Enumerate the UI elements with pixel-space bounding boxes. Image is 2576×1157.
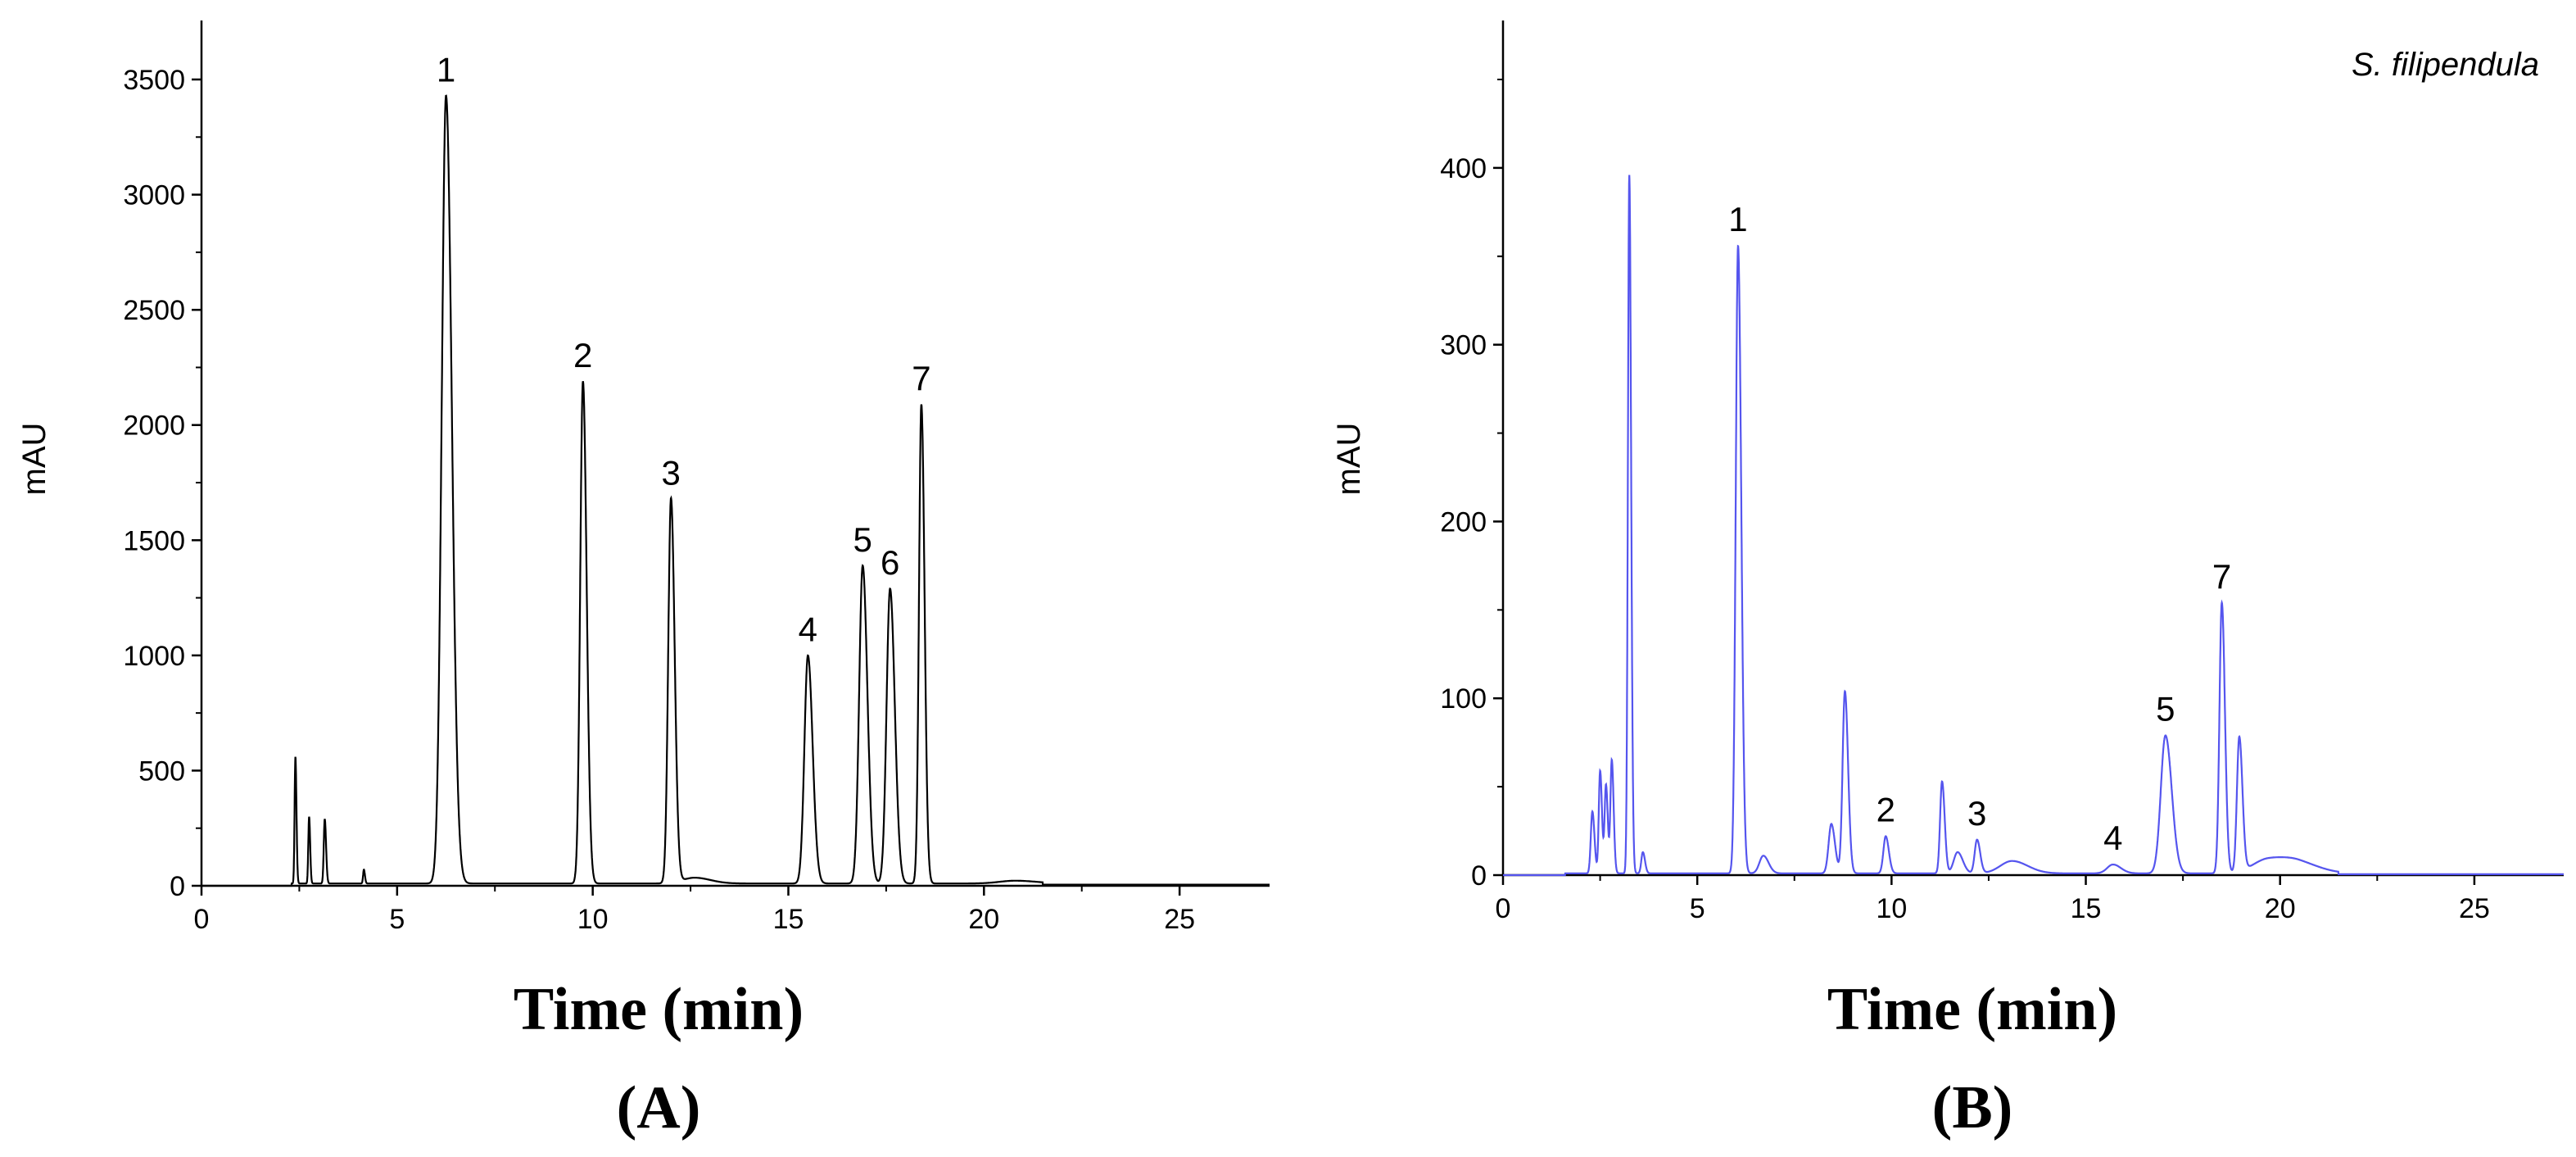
peak-label-2: 2	[1877, 791, 1895, 829]
y-tick-label: 0	[170, 871, 185, 902]
y-tick-label: 3000	[123, 180, 185, 211]
peak-label-1: 1	[437, 50, 455, 88]
x-tick-label: 25	[1164, 904, 1195, 935]
peak-label-7: 7	[2212, 557, 2231, 596]
peak-label-7: 7	[912, 359, 930, 397]
x-tick-label: 15	[773, 904, 804, 935]
panel-a-y-axis-label: mAU	[16, 423, 52, 496]
x-tick-label: 0	[1496, 893, 1511, 924]
panel-b-x-axis-label: Time (min)	[1827, 976, 2117, 1043]
peak-label-3: 3	[1967, 794, 1986, 833]
x-tick-label: 10	[577, 904, 609, 935]
peak-label-3: 3	[662, 453, 681, 492]
x-tick-label: 15	[2071, 893, 2102, 924]
x-tick-label: 10	[1876, 893, 1907, 924]
y-tick-label: 1500	[123, 525, 185, 556]
panel-a-label: (A)	[617, 1074, 701, 1141]
peak-label-5: 5	[853, 520, 872, 559]
y-tick-label: 400	[1440, 153, 1487, 184]
peak-label-2: 2	[573, 336, 592, 374]
y-tick-label: 1000	[123, 641, 185, 672]
peak-label-4: 4	[2103, 819, 2122, 857]
panel-b-label: (B)	[1932, 1074, 2013, 1141]
panel-b-species-annotation: S. filipendula	[2352, 47, 2539, 83]
x-tick-label: 20	[968, 904, 999, 935]
x-tick-label: 20	[2265, 893, 2296, 924]
panel-b-chromatogram-trace	[1503, 175, 2564, 877]
x-tick-label: 5	[389, 904, 405, 935]
y-tick-label: 200	[1440, 506, 1487, 538]
panel-a-x-axis-label: Time (min)	[514, 976, 804, 1043]
y-tick-label: 3500	[123, 65, 185, 96]
y-tick-label: 2500	[123, 295, 185, 326]
y-tick-label: 100	[1440, 683, 1487, 715]
y-tick-label: 500	[138, 755, 185, 787]
x-tick-label: 25	[2459, 893, 2490, 924]
panel-b-y-axis-label: mAU	[1331, 423, 1367, 496]
peak-label-4: 4	[799, 610, 817, 649]
peak-label-5: 5	[2156, 690, 2175, 728]
y-tick-label: 300	[1440, 330, 1487, 361]
y-tick-label: 0	[1471, 860, 1487, 892]
x-tick-label: 5	[1690, 893, 1705, 924]
peak-label-1: 1	[1728, 200, 1747, 238]
x-tick-label: 0	[194, 904, 210, 935]
peak-label-6: 6	[881, 543, 899, 582]
panel-a-chromatogram-trace	[201, 94, 1270, 887]
y-tick-label: 2000	[123, 411, 185, 442]
panel-b: 0 100 200 300 400 0 5 10 15 20 25 1 2 3 4 5 7 S. filip…	[1331, 20, 2564, 1141]
